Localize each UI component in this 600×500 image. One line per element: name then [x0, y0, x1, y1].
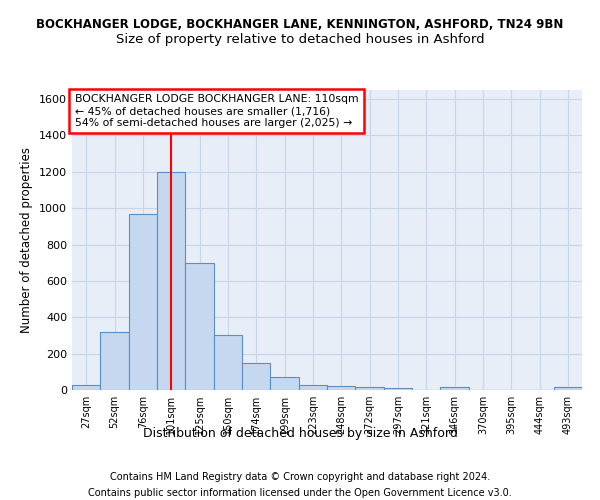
Y-axis label: Number of detached properties: Number of detached properties: [20, 147, 34, 333]
Text: Size of property relative to detached houses in Ashford: Size of property relative to detached ho…: [116, 32, 484, 46]
Bar: [157, 172, 185, 390]
Bar: [271, 378, 299, 390]
Text: Contains HM Land Registry data © Crown copyright and database right 2024.: Contains HM Land Registry data © Crown c…: [110, 472, 490, 482]
Bar: [554, 388, 582, 390]
Bar: [72, 384, 100, 390]
Bar: [299, 384, 327, 390]
Bar: [355, 388, 383, 390]
Bar: [214, 336, 242, 390]
Text: Contains public sector information licensed under the Open Government Licence v3: Contains public sector information licen…: [88, 488, 512, 498]
Bar: [185, 262, 214, 390]
Bar: [440, 388, 469, 390]
Bar: [242, 362, 271, 390]
Bar: [128, 214, 157, 390]
Bar: [383, 388, 412, 390]
Bar: [100, 332, 128, 390]
Bar: [327, 386, 355, 390]
Text: BOCKHANGER LODGE, BOCKHANGER LANE, KENNINGTON, ASHFORD, TN24 9BN: BOCKHANGER LODGE, BOCKHANGER LANE, KENNI…: [37, 18, 563, 30]
Text: Distribution of detached houses by size in Ashford: Distribution of detached houses by size …: [143, 428, 457, 440]
Text: BOCKHANGER LODGE BOCKHANGER LANE: 110sqm
← 45% of detached houses are smaller (1: BOCKHANGER LODGE BOCKHANGER LANE: 110sqm…: [74, 94, 358, 128]
